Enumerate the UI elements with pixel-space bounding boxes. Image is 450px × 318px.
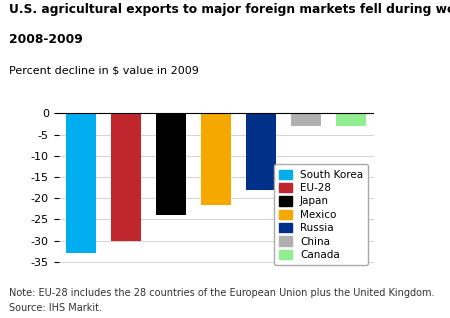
- Text: Note: EU-28 includes the 28 countries of the European Union plus the United King: Note: EU-28 includes the 28 countries of…: [9, 288, 435, 298]
- Bar: [67, 114, 95, 253]
- Text: 2008-2009: 2008-2009: [9, 33, 83, 46]
- Bar: [157, 114, 185, 215]
- Bar: [247, 114, 275, 190]
- Text: U.S. agricultural exports to major foreign markets fell during world economic cr: U.S. agricultural exports to major forei…: [9, 3, 450, 16]
- Bar: [292, 114, 320, 126]
- Text: Source: IHS Markit.: Source: IHS Markit.: [9, 303, 102, 313]
- Bar: [202, 114, 230, 204]
- Legend: South Korea, EU-28, Japan, Mexico, Russia, China, Canada: South Korea, EU-28, Japan, Mexico, Russi…: [274, 164, 368, 265]
- Text: Percent decline in $ value in 2009: Percent decline in $ value in 2009: [9, 65, 199, 75]
- Bar: [112, 114, 140, 241]
- Bar: [337, 114, 365, 126]
